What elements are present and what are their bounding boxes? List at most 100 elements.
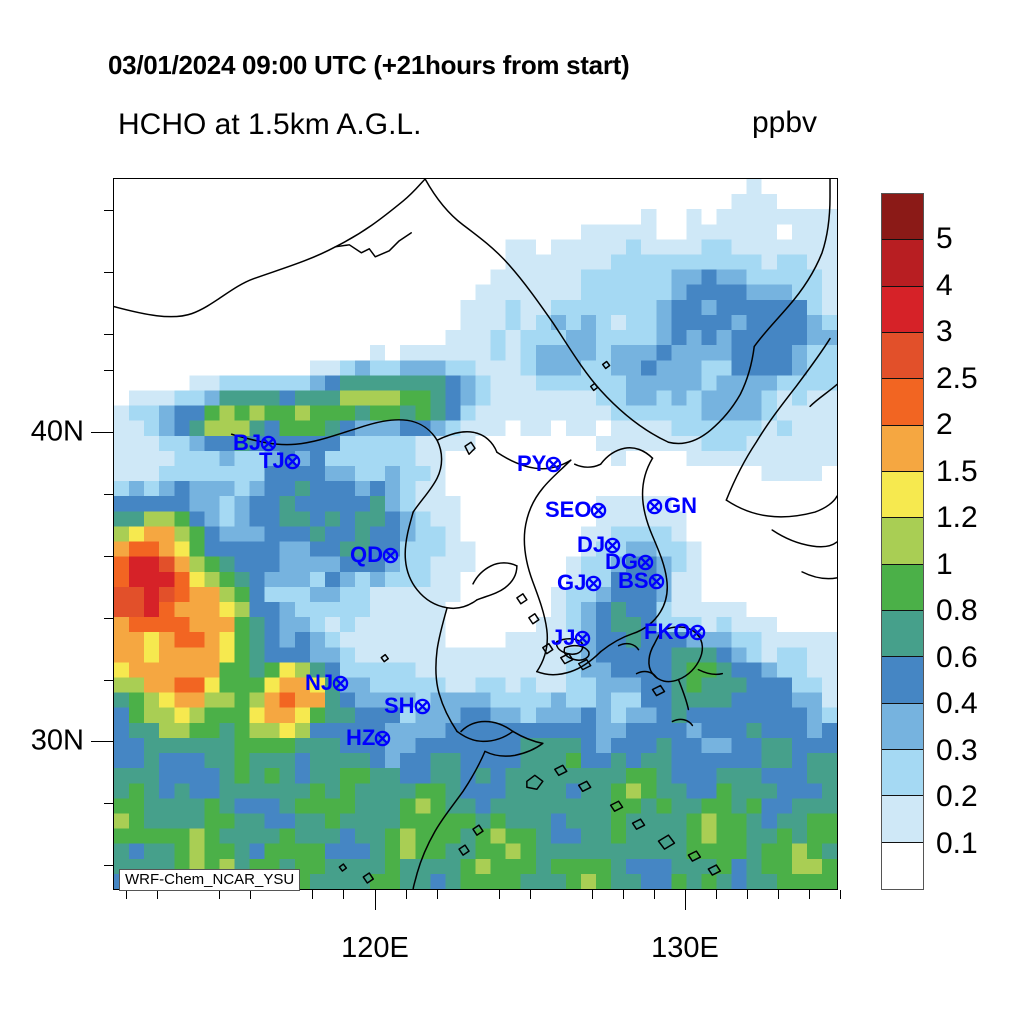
x-axis-tick: [716, 890, 718, 899]
y-axis-label: 40N: [30, 415, 84, 448]
y-axis-label: 30N: [30, 724, 84, 757]
x-axis-tick: [809, 890, 811, 899]
city-label: JJ: [551, 625, 576, 650]
circle-x-icon: [414, 698, 431, 715]
city-label: TJ: [259, 448, 285, 473]
colorbar-band: [882, 332, 923, 380]
city-marker-bs[interactable]: BS: [618, 570, 665, 592]
y-axis-tick: [104, 334, 113, 336]
colorbar-tick-label: 0.1: [936, 826, 978, 860]
colorbar-band: [882, 194, 923, 241]
colorbar-band: [882, 379, 923, 426]
x-axis-tick: [312, 890, 314, 899]
city-marker-bj[interactable]: BJ: [233, 432, 277, 454]
colorbar-tick-label: 2.5: [936, 361, 978, 395]
city-marker-gn[interactable]: GN: [646, 495, 697, 517]
city-marker-dg[interactable]: DG: [605, 551, 654, 573]
colorbar-tick-label: 1: [936, 547, 953, 581]
colorbar-tick-label: 4: [936, 268, 953, 302]
city-label: BS: [618, 568, 649, 593]
circle-x-icon: [284, 453, 301, 470]
colorbar-tick-label: 2: [936, 408, 953, 442]
map-plot-area[interactable]: [113, 178, 838, 890]
colorbar-band: [882, 564, 923, 611]
city-marker-hz[interactable]: HZ: [346, 727, 391, 749]
colorbar-band: [882, 842, 923, 889]
colorbar-band: [882, 471, 923, 519]
colorbar-tick-label: 5: [936, 222, 953, 256]
city-label: FKO: [644, 619, 691, 644]
circle-x-icon: [604, 537, 621, 554]
colorbar-band: [882, 703, 923, 750]
colorbar-band: [882, 610, 923, 658]
model-attribution-label: WRF-Chem_NCAR_YSU: [119, 869, 301, 892]
city-label: NJ: [305, 670, 334, 695]
x-axis-tick: [406, 890, 408, 899]
subtitle: HCHO at 1.5km A.G.L.: [118, 108, 422, 141]
city-label: SEO: [545, 497, 592, 522]
circle-x-icon: [332, 675, 349, 692]
city-label: PY: [517, 451, 547, 476]
x-axis-tick: [654, 890, 656, 899]
x-axis-label: 130E: [651, 932, 719, 964]
city-marker-sh[interactable]: SH: [384, 695, 431, 717]
circle-x-icon: [585, 575, 602, 592]
x-axis-major-tick: [685, 890, 687, 910]
colorbar[interactable]: [881, 193, 924, 890]
colorbar-tick-label: 1.2: [936, 501, 978, 535]
coastline-overlay: [114, 179, 837, 889]
city-marker-seo[interactable]: SEO: [545, 499, 607, 521]
city-marker-dj[interactable]: DJ: [577, 534, 621, 556]
colorbar-band: [882, 796, 923, 843]
x-axis-tick: [592, 890, 594, 899]
x-axis-tick: [250, 890, 252, 899]
city-marker-qd[interactable]: QD: [350, 544, 399, 566]
colorbar-tick-label: 0.4: [936, 687, 978, 721]
colorbar-band: [882, 518, 923, 565]
circle-x-icon: [590, 502, 607, 519]
x-axis-tick: [747, 890, 749, 899]
city-label: GN: [664, 493, 697, 518]
city-label: SH: [384, 693, 415, 718]
colorbar-tick-label: 0.2: [936, 780, 978, 814]
y-axis-tick: [104, 210, 113, 212]
page-title: 03/01/2024 09:00 UTC (+21hours from star…: [108, 50, 630, 80]
colorbar-band: [882, 240, 923, 287]
city-marker-fko[interactable]: FKO: [644, 621, 706, 643]
x-axis-tick: [437, 890, 439, 899]
x-axis-tick: [499, 890, 501, 899]
circle-x-icon: [260, 435, 277, 452]
colorbar-tick-label: 3: [936, 315, 953, 349]
city-label: BJ: [233, 430, 262, 455]
x-axis-label: 120E: [341, 932, 409, 964]
y-axis-tick: [104, 618, 113, 620]
colorbar-band: [882, 425, 923, 472]
y-axis-tick: [104, 272, 113, 274]
city-marker-tj[interactable]: TJ: [259, 450, 301, 472]
city-marker-jj[interactable]: JJ: [551, 627, 591, 649]
colorbar-tick-label: 0.8: [936, 594, 978, 628]
y-axis-tick: [104, 803, 113, 805]
units-label: ppbv: [752, 106, 818, 139]
x-axis-tick: [530, 890, 532, 899]
city-marker-gj[interactable]: GJ: [557, 572, 602, 594]
colorbar-band: [882, 749, 923, 797]
city-marker-py[interactable]: PY: [517, 453, 562, 475]
x-axis-tick: [343, 890, 345, 899]
y-axis-tick: [104, 680, 113, 682]
circle-x-icon: [689, 624, 706, 641]
y-axis-tick: [104, 494, 113, 496]
circle-x-icon: [382, 547, 399, 564]
x-axis-tick: [126, 890, 128, 899]
city-label: QD: [350, 542, 383, 567]
circle-x-icon: [648, 573, 665, 590]
city-label: DJ: [577, 532, 606, 557]
city-label: GJ: [557, 570, 587, 595]
y-axis-major-tick: [91, 741, 113, 743]
circle-x-icon: [637, 554, 654, 571]
city-marker-nj[interactable]: NJ: [305, 672, 349, 694]
city-label: HZ: [346, 725, 376, 750]
colorbar-tick-label: 0.6: [936, 640, 978, 674]
city-label: DG: [605, 549, 638, 574]
colorbar-tick-label: 0.3: [936, 733, 978, 767]
